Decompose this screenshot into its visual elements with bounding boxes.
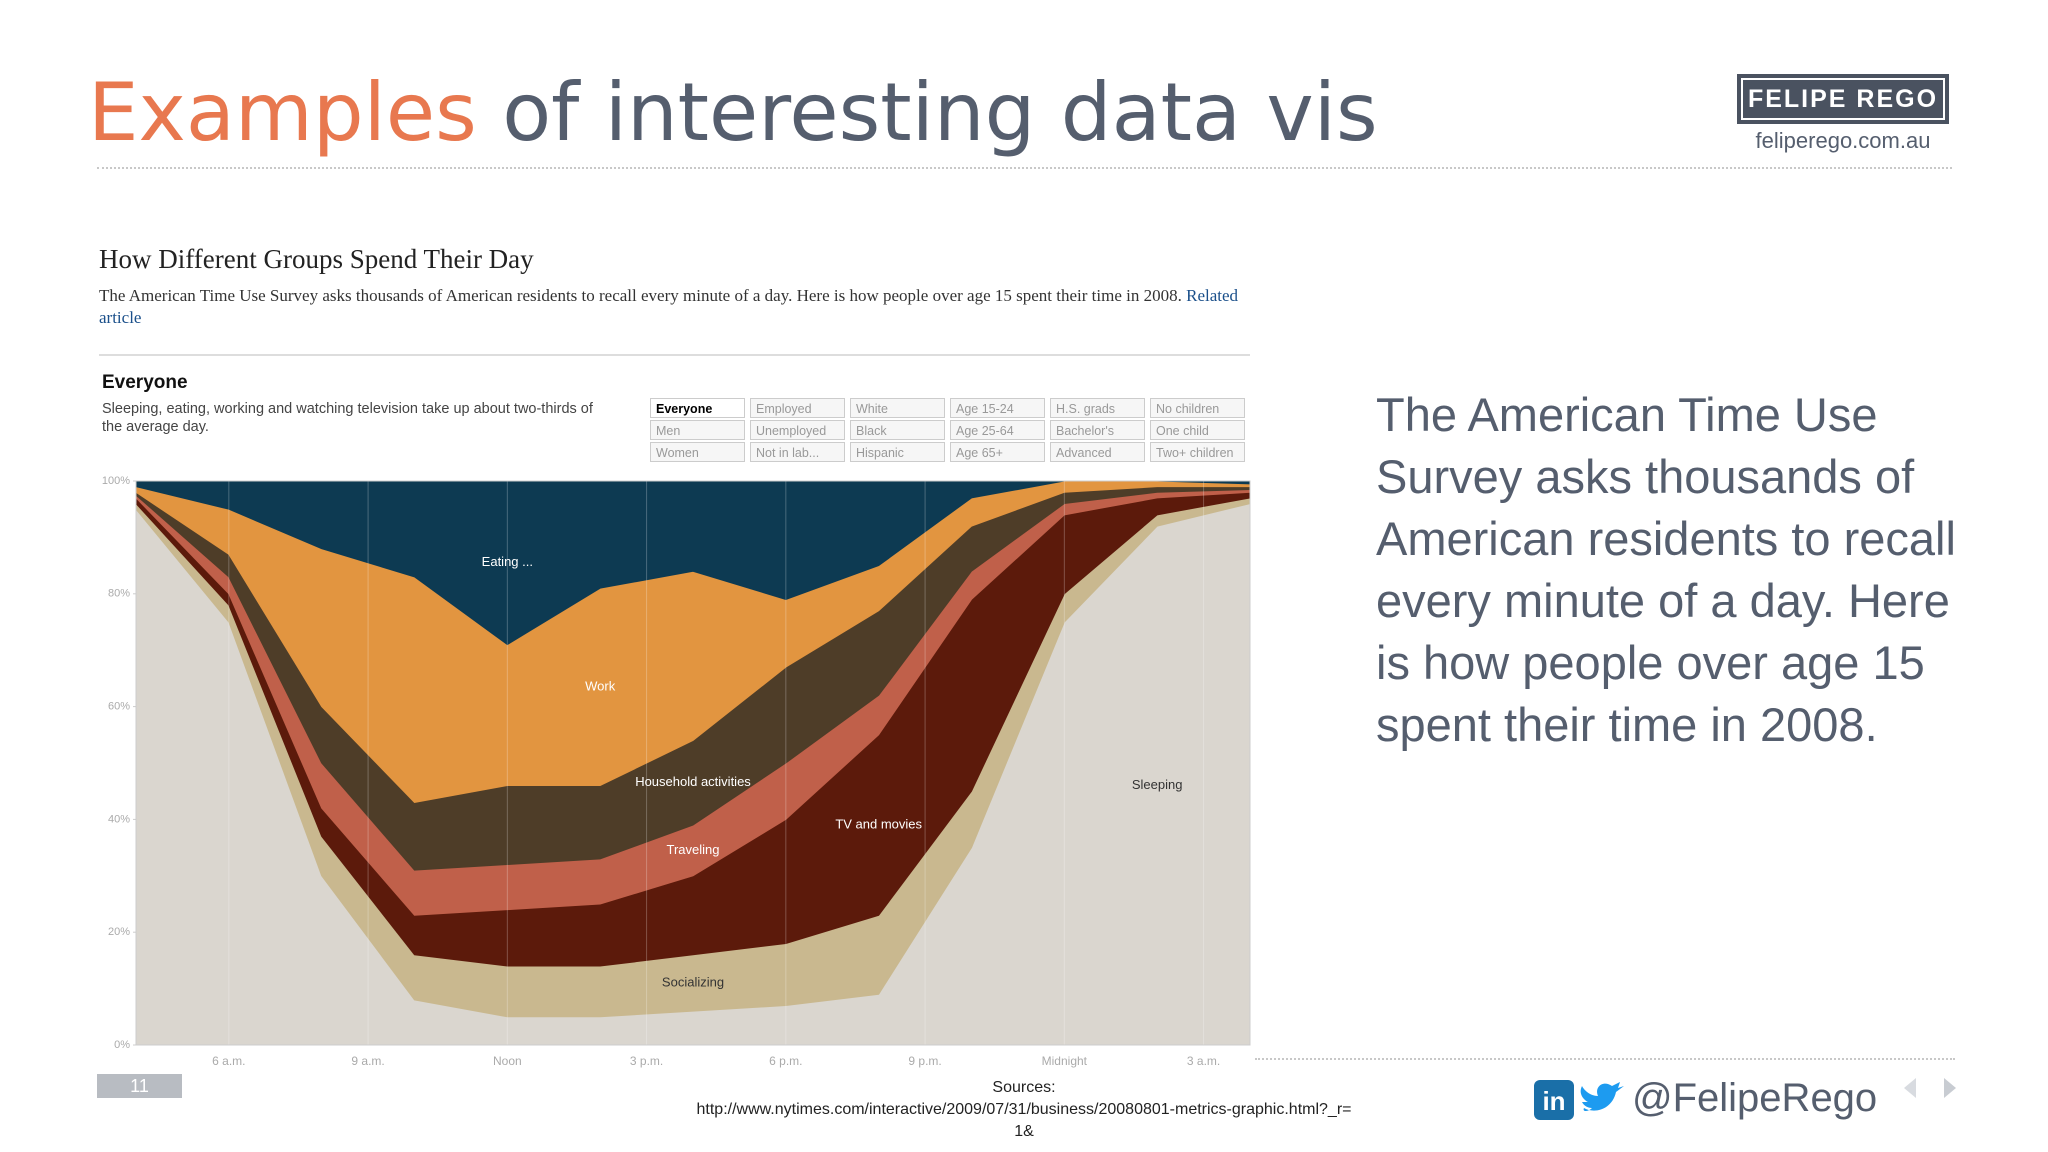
page-number: 11: [97, 1074, 182, 1098]
y-tick-label: 40%: [108, 813, 130, 825]
x-tick-label: 3 p.m.: [630, 1054, 663, 1068]
title-rest: of interesting data vis: [502, 66, 1378, 159]
filter-button[interactable]: Everyone: [650, 398, 745, 418]
group-description: Sleeping, eating, working and watching t…: [102, 401, 593, 435]
related-link[interactable]: Related article: [99, 286, 1239, 327]
social-icons: in: [1534, 1080, 1624, 1120]
divider: [97, 167, 1952, 169]
chart-subtitle: The American Time Use Survey asks thousa…: [99, 285, 1249, 329]
filter-button[interactable]: Black: [850, 420, 945, 440]
x-tick-label: Midnight: [1042, 1054, 1088, 1068]
area-label: Sleeping: [1132, 777, 1183, 792]
group-title: Everyone: [102, 372, 188, 393]
filter-button[interactable]: Two+ children: [1150, 442, 1245, 462]
filter-button[interactable]: Age 65+: [950, 442, 1045, 462]
filter-button[interactable]: Bachelor's: [1050, 420, 1145, 440]
x-tick-label: 6 p.m.: [769, 1054, 802, 1068]
sources: Sources: http://www.nytimes.com/interacti…: [574, 1077, 1474, 1143]
prev-arrow[interactable]: [1904, 1078, 1916, 1098]
filter-button[interactable]: Hispanic: [850, 442, 945, 462]
title-highlight: Examples: [88, 66, 477, 159]
nav-arrows: [1904, 1078, 1956, 1098]
filter-button[interactable]: Men: [650, 420, 745, 440]
filter-button[interactable]: Not in lab...: [750, 442, 845, 462]
filter-button[interactable]: One child: [1150, 420, 1245, 440]
website: feliperego.com.au: [1755, 128, 1931, 153]
y-tick-label: 100%: [102, 475, 130, 487]
chart-title: How Different Groups Spend Their Day: [99, 244, 534, 274]
x-tick-label: 3 a.m.: [1187, 1054, 1220, 1068]
filter-button[interactable]: H.S. grads: [1050, 398, 1145, 418]
linkedin-icon: [1534, 1080, 1574, 1120]
slide-title: Examples of interesting data vis: [88, 66, 1378, 159]
x-tick-label: 9 p.m.: [908, 1054, 941, 1068]
twitter-icon: [1580, 1082, 1624, 1111]
x-tick-label: 9 a.m.: [351, 1054, 384, 1068]
source-line: Sources:: [992, 1079, 1056, 1096]
filter-button[interactable]: Women: [650, 442, 745, 462]
filter-button[interactable]: Unemployed: [750, 420, 845, 440]
area-label: Work: [585, 678, 616, 693]
y-tick-label: 80%: [108, 588, 130, 600]
source-line: 1&: [1014, 1123, 1034, 1140]
chart-rule: [99, 354, 1250, 356]
footer-divider: [1255, 1058, 1955, 1060]
area-label: Eating ...: [482, 554, 533, 569]
subtitle-text: The American Time Use Survey asks thousa…: [99, 286, 1182, 305]
source-line: http://www.nytimes.com/interactive/2009/…: [696, 1101, 1352, 1118]
filter-button[interactable]: Employed: [750, 398, 845, 418]
area-label: Traveling: [667, 842, 720, 857]
logo: FELIPE REGO: [1737, 74, 1949, 124]
y-tick-label: 60%: [108, 701, 130, 713]
handle: @FelipeRego: [1632, 1076, 1878, 1120]
filter-button[interactable]: Advanced: [1050, 442, 1145, 462]
y-tick-label: 0%: [114, 1039, 130, 1051]
area-label: TV and movies: [835, 816, 922, 831]
y-tick-label: 20%: [108, 926, 130, 938]
area-label: Household activities: [635, 774, 751, 789]
filter-button[interactable]: White: [850, 398, 945, 418]
filter-button[interactable]: Age 15-24: [950, 398, 1045, 418]
linkedin-glyph: in: [1542, 1086, 1565, 1116]
filter-button[interactable]: Age 25-64: [950, 420, 1045, 440]
next-arrow[interactable]: [1944, 1078, 1956, 1098]
body-text: The American Time Use Survey asks thousa…: [1376, 388, 1956, 751]
x-tick-label: 6 a.m.: [212, 1054, 245, 1068]
filter-button[interactable]: No children: [1150, 398, 1245, 418]
plot-border: [135, 480, 1251, 1046]
x-tick-label: Noon: [493, 1054, 522, 1068]
area-label: Socializing: [662, 974, 724, 989]
